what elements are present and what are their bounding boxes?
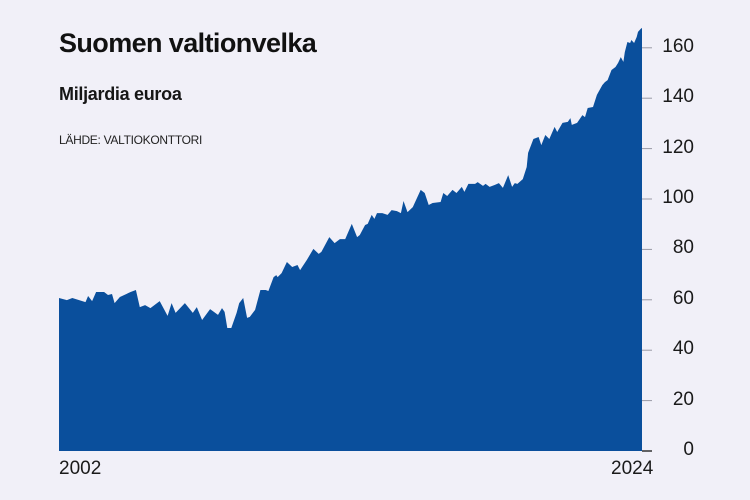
- y-tick-label: 160: [662, 35, 694, 57]
- y-tick-label: 60: [672, 287, 694, 309]
- y-tick-label: 140: [662, 86, 694, 108]
- y-axis-ticks: [642, 47, 652, 452]
- y-tick-label: 80: [672, 237, 694, 259]
- y-tick-label: 0: [683, 439, 694, 460]
- chart-source: LÄHDE: VALTIOKONTTORI: [59, 133, 203, 147]
- debt-area: [59, 27, 642, 452]
- y-tick-label: 100: [662, 187, 694, 208]
- chart-title: Suomen valtionvelka: [59, 28, 317, 58]
- x-label-end: 2024: [611, 458, 654, 479]
- x-label-start: 2002: [59, 458, 102, 479]
- y-tick-label: 20: [672, 388, 694, 410]
- y-tick-label: 40: [672, 338, 694, 360]
- chart-subtitle: Miljardia euroa: [59, 84, 182, 104]
- y-tick-label: 120: [662, 136, 694, 158]
